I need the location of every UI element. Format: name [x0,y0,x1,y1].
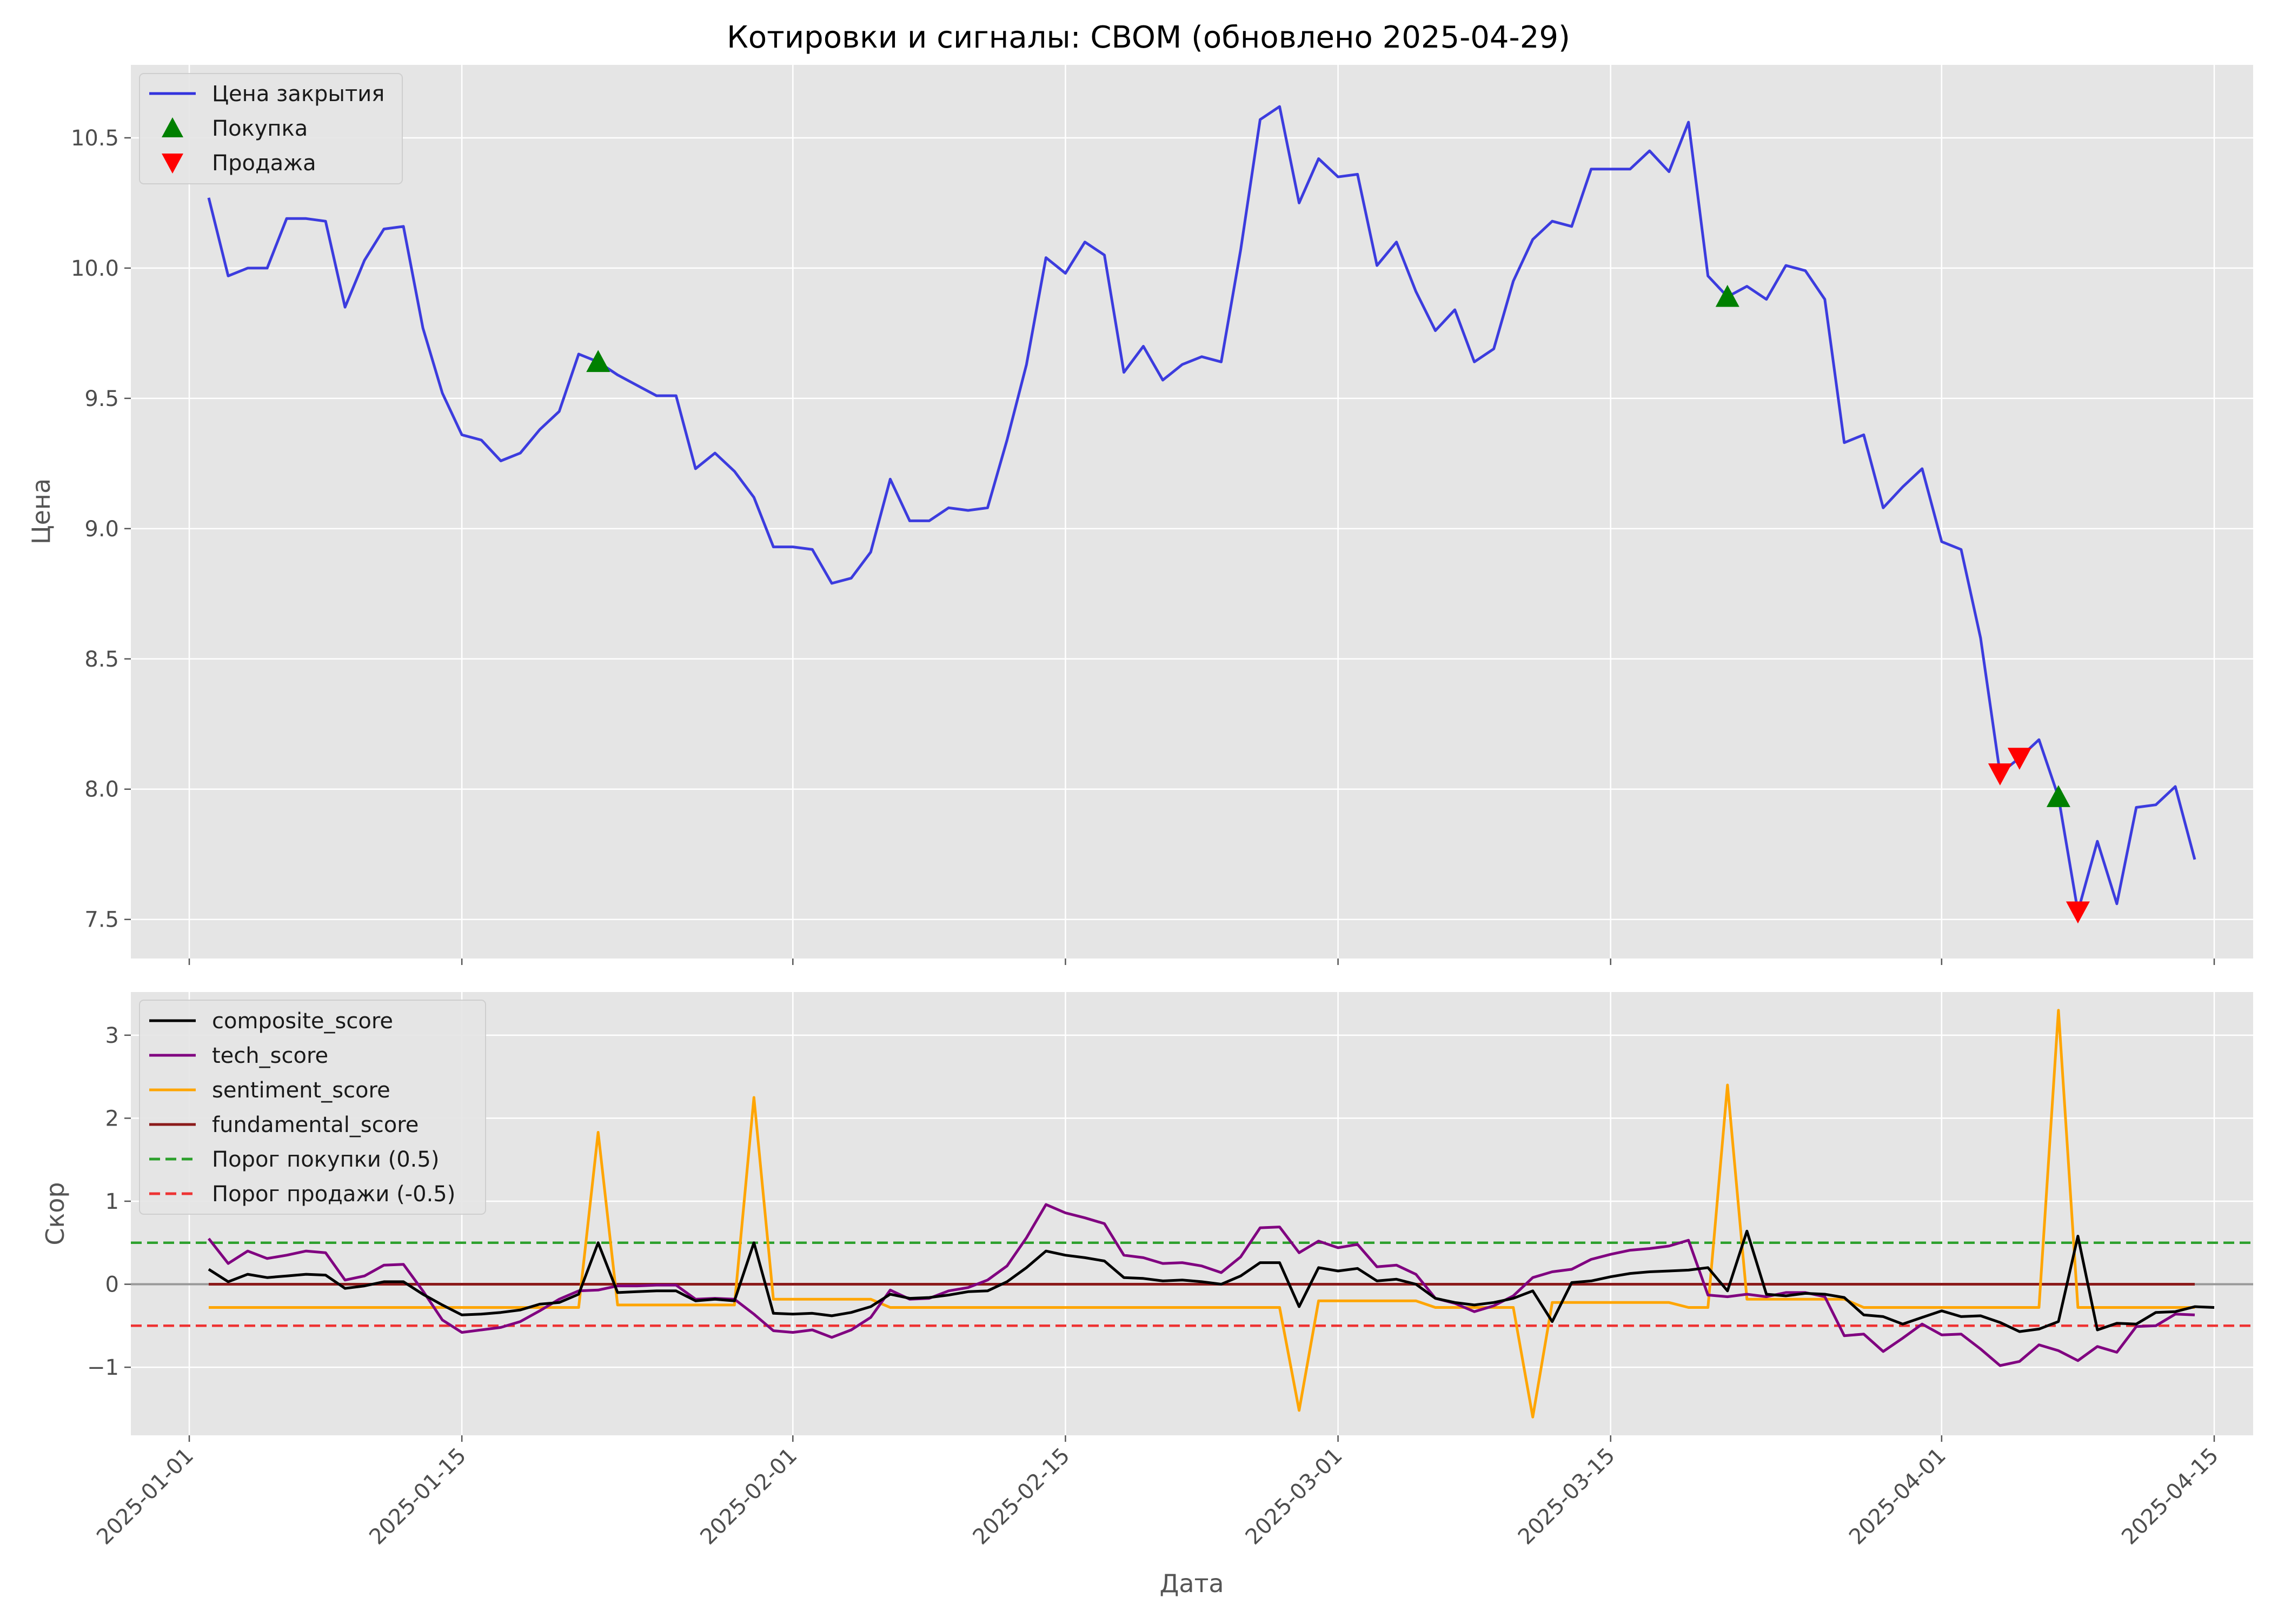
price-y-tick-label: 9.0 [84,517,119,542]
score-y-axis-title: Скор [41,1182,70,1245]
legend-fundamental-score-label: fundamental_score [212,1113,419,1137]
sell-marker [2066,901,2090,924]
x-axis-title: Дата [1159,1569,1224,1598]
legend-buy-label: Покупка [212,116,308,141]
score-y-tick-label: −1 [87,1355,119,1380]
legend-tech-score-label: tech_score [212,1043,328,1068]
score-y-tick-label: 2 [105,1106,119,1131]
price-y-ticks: 7.5 8.0 8.5 9.0 9.5 10.0 10.5 [71,126,131,933]
score-x-tick-label: 2025-04-01 [1844,1443,1951,1550]
score-line-sentiment-score [209,1009,2195,1419]
price-legend-box [139,73,403,184]
legend-sell-threshold-label: Порог продажи (-0.5) [212,1182,455,1207]
score-y-tick-label: 3 [105,1023,119,1048]
score-y-ticks: −1 0 1 2 3 [87,1023,131,1380]
score-line-composite-score [208,1229,2215,1333]
score-line-tech-score [208,1203,2195,1367]
price-y-tick-label: 9.5 [84,387,119,411]
price-y-axis-title: Цена [26,478,56,544]
buy-marker [2046,785,2070,807]
score-x-tick-label: 2025-03-01 [1241,1443,1347,1550]
price-plot-area [131,65,2253,959]
buy-marker [586,350,610,372]
score-series-layer [131,1009,2253,1419]
score-x-tick-label: 2025-01-01 [92,1443,198,1550]
score-x-tick-label: 2025-04-15 [2117,1443,2223,1550]
sell-marker [1988,763,2012,786]
legend-buy-swatch [162,117,183,137]
chart-title: Котировки и сигналы: CBOM (обновлено 202… [727,20,1570,55]
score-legend: composite_score tech_score sentiment_score… [139,1000,486,1215]
buy-marker [1715,284,1739,307]
price-y-tick-label: 7.5 [84,908,119,933]
price-series-layer [207,105,2196,924]
price-line-close [207,105,2196,913]
score-x-tick-label: 2025-02-15 [968,1443,1075,1550]
legend-close-price-label: Цена закрытия [212,82,384,107]
legend-sentiment-score-label: sentiment_score [212,1078,390,1103]
legend-composite-score-label: composite_score [212,1009,393,1034]
price-y-tick-label: 10.0 [71,256,119,281]
score-x-tick-label: 2025-01-15 [364,1443,471,1550]
legend-sell-swatch [162,154,183,174]
price-y-tick-label: 10.5 [71,126,119,151]
price-gridlines [131,65,2253,959]
score-y-tick-label: 1 [105,1189,119,1214]
price-y-tick-label: 8.0 [84,777,119,802]
score-x-tick-label: 2025-02-01 [695,1443,802,1550]
score-x-ticks: 2025-01-01 2025-01-15 2025-02-01 2025-02-15… [92,1435,2223,1549]
price-legend: Цена закрытия Покупка Продажа [139,73,403,184]
price-y-tick-label: 8.5 [84,647,119,672]
score-x-tick-label: 2025-03-15 [1513,1443,1620,1550]
score-legend-box [139,1000,486,1215]
legend-buy-threshold-label: Порог покупки (0.5) [212,1147,439,1172]
score-y-tick-label: 0 [105,1273,119,1297]
sell-marker [2007,748,2031,770]
legend-sell-label: Продажа [212,151,316,176]
price-x-ticks [188,959,2215,965]
